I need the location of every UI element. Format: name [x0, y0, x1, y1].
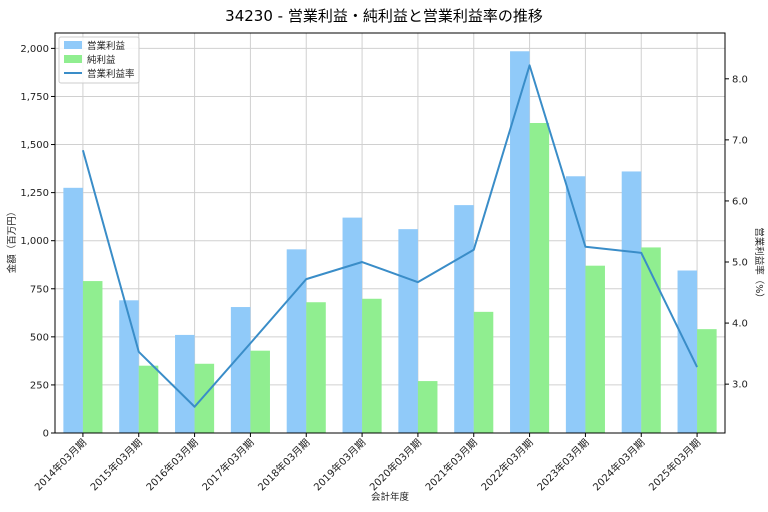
legend-swatch-operating-profit [64, 41, 82, 49]
left-tick-label: 2,000 [20, 44, 49, 55]
line-layer [81, 64, 698, 408]
bar-net-profit [82, 281, 103, 433]
right-tick-label: 3.0 [732, 380, 748, 391]
bar-operating-profit [621, 171, 642, 433]
bar-net-profit [250, 350, 270, 433]
left-tick-label: 1,500 [20, 140, 49, 151]
x-tick-label: 2017年03月期 [199, 436, 256, 493]
bar-net-profit [138, 365, 159, 433]
y-axis-right-label: 営業利益率（%） [753, 227, 765, 303]
bars-layer [63, 51, 717, 434]
left-tick-label: 250 [30, 380, 49, 391]
bar-operating-profit [510, 51, 530, 434]
x-tick-label: 2023年03月期 [534, 436, 591, 493]
x-tick-label: 2018年03月期 [255, 436, 312, 493]
x-tick-label: 2015年03月期 [87, 436, 144, 493]
x-axis: 2014年03月期 2015年03月期 2016年03月期 2017年03月期 2018… [32, 433, 703, 493]
bar-net-profit [585, 265, 605, 433]
bar-operating-profit [230, 307, 251, 433]
legend-label-operating-profit: 営業利益 [87, 40, 126, 52]
bar-net-profit [697, 329, 717, 433]
left-tick-label: 500 [30, 332, 49, 343]
right-tick-label: 5.0 [732, 258, 748, 269]
x-tick-label: 2016年03月期 [143, 436, 200, 493]
legend-swatch-net-profit [64, 55, 82, 63]
left-tick-label: 750 [30, 284, 49, 295]
bar-operating-profit [175, 334, 195, 433]
right-tick-label: 8.0 [732, 74, 748, 85]
legend: 営業利益 純利益 営業利益率 [58, 36, 140, 84]
legend-label-net-profit: 純利益 [87, 54, 116, 66]
bar-operating-profit [398, 229, 418, 433]
x-tick-label: 2024年03月期 [590, 436, 647, 493]
right-axis: 3.0 4.0 5.0 6.0 7.0 8.0 [725, 74, 748, 391]
bar-operating-profit [565, 176, 586, 433]
bar-net-profit [306, 302, 326, 433]
bar-operating-profit [63, 187, 83, 433]
left-tick-label: 1,750 [20, 92, 49, 103]
plot-frame [54, 32, 726, 434]
right-tick-label: 6.0 [732, 196, 748, 207]
right-tick-label: 4.0 [732, 319, 748, 330]
line-operating-margin [81, 64, 698, 408]
bar-net-profit [417, 381, 438, 433]
y-axis-left-label: 金額（百万円） [6, 207, 18, 274]
bar-operating-profit [342, 217, 363, 433]
left-tick-label: 1,000 [20, 236, 49, 247]
left-tick-label: 1,250 [20, 188, 49, 199]
x-tick-label: 2025年03月期 [646, 436, 703, 493]
x-tick-label: 2022年03月期 [478, 436, 535, 493]
right-tick-label: 7.0 [732, 135, 748, 146]
bar-operating-profit [454, 205, 474, 433]
bar-net-profit [529, 123, 550, 433]
legend-label-margin: 営業利益率 [87, 68, 135, 80]
bar-operating-profit [677, 270, 698, 433]
x-tick-label: 2021年03月期 [422, 436, 479, 493]
left-axis: 0 250 500 750 1,000 1,250 1,500 1,750 2,000 [20, 44, 55, 440]
x-tick-label: 2020年03月期 [367, 436, 424, 493]
x-axis-label: 会計年度 [371, 491, 410, 503]
left-tick-label: 0 [43, 429, 49, 440]
bar-net-profit [362, 298, 382, 433]
x-tick-label: 2019年03月期 [311, 436, 368, 493]
chart-title: 34230 - 営業利益・純利益と営業利益率の推移 [225, 7, 543, 25]
x-tick-label: 2014年03月期 [32, 436, 89, 493]
bar-net-profit [194, 363, 215, 433]
bar-net-profit [641, 247, 661, 433]
bar-operating-profit [286, 249, 307, 433]
bar-net-profit [473, 311, 494, 433]
